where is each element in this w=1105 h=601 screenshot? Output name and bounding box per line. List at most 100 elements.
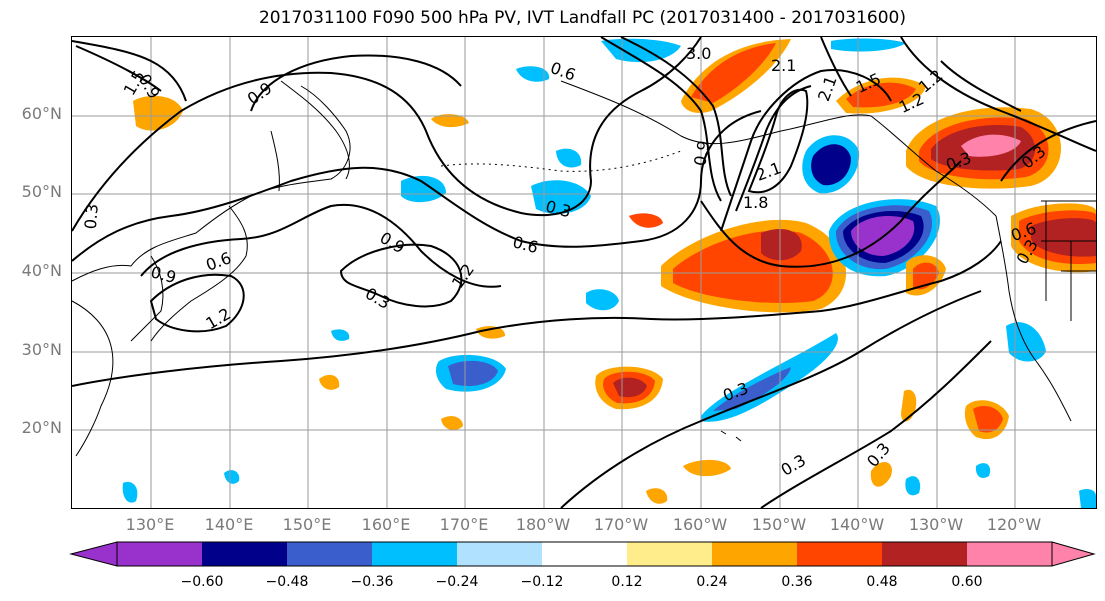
- pv-contour-2.1: [747, 88, 809, 194]
- ivt-blob-west-us-max: [1031, 218, 1096, 257]
- ivt-shading: [122, 38, 1096, 508]
- lon-label-160w: 160°W: [672, 515, 728, 534]
- sakhalin-coast: [270, 130, 280, 192]
- pv-contour-0.9-b: [250, 54, 462, 112]
- pv-contour-0.6-e: [900, 37, 1096, 152]
- ivt-blob-neg-small2: [975, 463, 991, 478]
- ivt-blob-neg-sub1-core: [448, 360, 498, 387]
- ivt-blob-bc-peak: [961, 134, 1021, 157]
- colorbar-segment: [117, 542, 202, 566]
- pv-contour-1.2-b: [149, 273, 245, 333]
- lon-label-140w: 140°W: [829, 515, 885, 534]
- ivt-blob-pos-small5: [441, 416, 463, 431]
- lon-label-160e: 160°E: [361, 515, 411, 534]
- ivt-blob-neg-small5: [224, 470, 240, 484]
- lon-label-120w: 120°W: [986, 515, 1042, 534]
- colorbar-segment: [627, 542, 712, 566]
- ivt-blob-neg-small3: [905, 476, 921, 496]
- colorbar-extend-right: [1051, 541, 1096, 567]
- lon-label-150e: 150°E: [282, 515, 332, 534]
- pv-contour-0.3-kam: [75, 45, 162, 92]
- pv-contour-1.2: [339, 243, 463, 308]
- contour-label: 1.8: [743, 193, 768, 212]
- gridlines: [72, 37, 1096, 508]
- ivt-blob-pos-small8: [476, 326, 506, 339]
- pv-contours: [72, 37, 1096, 508]
- ivt-blob-neg-small6: [122, 481, 138, 503]
- ivt-blob-neg-coast: [1006, 322, 1046, 362]
- contour-label: 0.3: [81, 203, 102, 230]
- ivt-blob-alaska-east-core: [846, 82, 916, 108]
- map-title: 2017031100 F090 500 hPa PV, IVT Landfall…: [258, 8, 906, 28]
- ivt-blob-pos-se-core: [973, 406, 1003, 433]
- pv-contour-upper-jet: [600, 37, 722, 202]
- ivt-blob-gulf-alaska-max: [761, 229, 802, 261]
- ivt-blob-neg-small1: [586, 289, 619, 311]
- alaska-coast: [560, 80, 997, 217]
- lat-label-60n: 60°N: [21, 104, 62, 123]
- lon-label-130w: 130°W: [908, 515, 964, 534]
- colorbar-tick: 0.24: [696, 574, 728, 590]
- contour-label: 0.9: [690, 139, 713, 167]
- pv-contour-0.3-w: [72, 40, 187, 102]
- japan-coast: [150, 205, 248, 342]
- kamchatka-coast: [280, 80, 350, 180]
- lon-label-140e: 140°E: [204, 515, 254, 534]
- lat-label-30n: 30°N: [21, 340, 62, 359]
- pv-contour-0.6: [72, 110, 762, 262]
- colorbar-tick: −0.48: [265, 574, 309, 590]
- pv-contour-0.3-south: [72, 240, 1002, 387]
- contour-label: 2.1: [771, 56, 796, 75]
- hawaii: [720, 430, 742, 442]
- colorbar-extend-left: [69, 541, 118, 567]
- ivt-blob-neg-top: [601, 38, 681, 63]
- colorbar-tick: 0.36: [781, 574, 813, 590]
- ivt-blob-neg-top-2: [831, 38, 906, 52]
- map-svg: 3.0 1.5 2.1 1.2 0.9 0.6 2.1 1.5 1.2 0.9 …: [72, 37, 1096, 508]
- contour-label: 1.2: [448, 260, 478, 292]
- colorbar-tick: 0.48: [866, 574, 898, 590]
- lon-label-180w: 180°W: [515, 515, 571, 534]
- contour-label: 2.1: [753, 158, 783, 185]
- pv-contour-1.5: [720, 69, 892, 232]
- colorbar-segment: [372, 542, 457, 566]
- pv-contour-0.9-c: [700, 160, 962, 268]
- colorbar-tick: −0.60: [180, 574, 224, 590]
- ivt-blob-pos-small6: [319, 374, 340, 390]
- ivt-blob-pos-small1: [629, 213, 663, 228]
- contour-label: 0.3: [778, 450, 810, 479]
- colorbar-segment: [542, 542, 627, 566]
- colorbar-tick: −0.12: [520, 574, 564, 590]
- china-coast: [72, 300, 114, 457]
- ivt-blob-neg-central-4: [516, 66, 550, 82]
- ivt-blob-pos-small7: [646, 488, 668, 504]
- ivt-blob-neg-central-3: [556, 148, 582, 168]
- lat-label-40n: 40°N: [21, 261, 62, 280]
- contour-label: 2.1: [814, 73, 841, 103]
- colorbar-segment: [967, 542, 1052, 566]
- pv-contour-0.3-se: [760, 340, 992, 508]
- ivt-blob-neg-central-2: [401, 175, 446, 203]
- colorbar: [69, 541, 1096, 567]
- ivt-blob-pos-aleut: [431, 114, 469, 128]
- ivt-blob-pos-small3: [870, 461, 892, 487]
- pv-contour-0.9-e: [940, 60, 1022, 112]
- pv-contour-0.9-a: [140, 203, 502, 288]
- pv-contour-0.3-north: [72, 37, 702, 232]
- colorbar-tick: 0.60: [951, 574, 983, 590]
- lon-label-170e: 170°E: [439, 515, 489, 534]
- contour-label: 0.3: [362, 284, 394, 313]
- contour-label: 0.6: [203, 248, 233, 275]
- lon-label-170w: 170°W: [593, 515, 649, 534]
- contour-label: 0.6: [548, 58, 578, 85]
- lon-label-130e: 130°E: [125, 515, 175, 534]
- contour-label: 3.0: [686, 44, 711, 63]
- lat-label-20n: 20°N: [21, 418, 62, 437]
- colorbar-outline: [116, 541, 1053, 567]
- map-panel: 3.0 1.5 2.1 1.2 0.9 0.6 2.1 1.5 1.2 0.9 …: [71, 36, 1097, 509]
- na-border1: [1041, 200, 1096, 321]
- korea-coast: [130, 255, 164, 342]
- pv-contour-upper-jet2: [620, 37, 732, 197]
- ivt-blob-neg-small4: [1079, 488, 1096, 508]
- pv-contour-0.3-e: [1000, 120, 1096, 182]
